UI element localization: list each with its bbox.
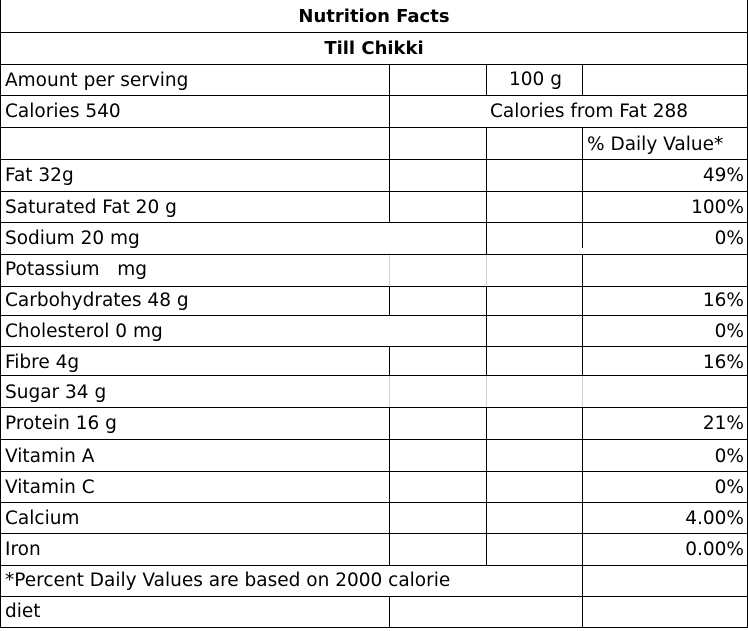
nutrient-label: Iron — [5, 539, 41, 560]
nutrient-label: Potassium mg — [5, 259, 147, 280]
nutrient-dv: 0% — [714, 477, 744, 498]
footnote-line-1: *Percent Daily Values are based on 2000 … — [5, 570, 451, 591]
calories-from-fat: Calories from Fat 288 — [490, 101, 689, 122]
nutrient-label: Vitamin C — [5, 477, 95, 498]
nutrient-dv: 16% — [702, 290, 744, 311]
nutrient-label: Vitamin A — [5, 446, 95, 467]
daily-value-header: % Daily Value* — [587, 134, 724, 155]
nutrient-label: Sodium 20 mg — [5, 228, 140, 249]
serving-label: Amount per serving — [5, 70, 189, 91]
nutrient-label: Saturated Fat 20 g — [5, 197, 177, 218]
nutrient-label: Sugar 34 g — [5, 382, 107, 403]
nutrient-dv: 0% — [714, 446, 744, 467]
nutrient-label: Carbohydrates 48 g — [5, 290, 189, 311]
serving-value: 100 g — [509, 69, 562, 90]
nutrient-dv: 0% — [714, 321, 744, 342]
nutrient-dv: 100% — [691, 197, 744, 218]
nutrient-label: Fibre 4g — [5, 352, 80, 373]
nutrient-label: Fat 32g — [5, 165, 74, 186]
nutrient-dv: 0.00% — [685, 539, 744, 560]
nutrient-dv: 49% — [702, 165, 744, 186]
nutrient-label: Cholesterol 0 mg — [5, 321, 163, 342]
nutrient-dv: 21% — [702, 413, 744, 434]
footnote-line-2: diet — [5, 601, 41, 622]
nutrient-dv: 0% — [714, 228, 744, 249]
product-name: Till Chikki — [324, 38, 424, 59]
page-title: Nutrition Facts — [298, 6, 450, 27]
nutrient-dv: 4.00% — [685, 508, 744, 529]
nutrient-dv: 16% — [702, 352, 744, 373]
nutrient-label: Calcium — [5, 508, 80, 529]
nutrient-label: Protein 16 g — [5, 413, 117, 434]
calories-label: Calories 540 — [5, 101, 121, 122]
